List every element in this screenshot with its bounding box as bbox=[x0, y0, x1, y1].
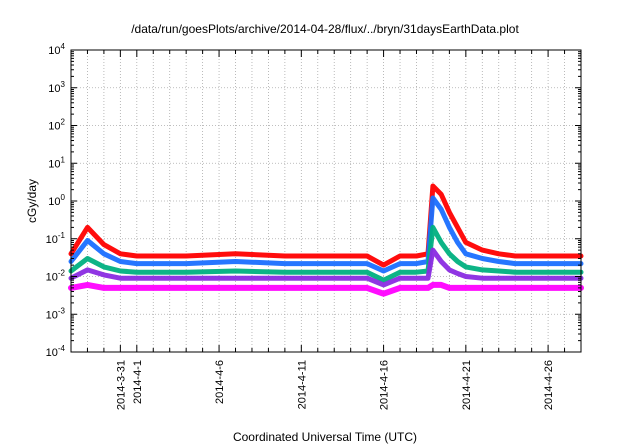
x-tick-label: 2014-4-26 bbox=[543, 360, 555, 410]
y-tick-label: 10-4 bbox=[46, 344, 66, 359]
y-tick-label: 10-2 bbox=[46, 269, 66, 284]
series-line-1 bbox=[68, 183, 584, 268]
series-line-5 bbox=[68, 281, 584, 297]
y-axis-label: cGy/day bbox=[25, 179, 39, 223]
x-tick-label: 2014-4-21 bbox=[461, 360, 473, 410]
x-axis: 2014-3-31 2014-4-1 2014-4-6 2014-4-11 2014-4… bbox=[86, 50, 582, 410]
y-axis: 10-4 10-3 10-2 10-1 100 101 102 103 104 bbox=[46, 42, 581, 359]
y-tick-label: 104 bbox=[48, 42, 65, 57]
series-layer bbox=[68, 183, 584, 297]
grid bbox=[71, 50, 581, 352]
y-tick-label: 103 bbox=[48, 80, 65, 95]
x-tick-label: 2014-4-1 bbox=[132, 360, 144, 404]
y-tick-label: 101 bbox=[48, 155, 65, 170]
x-tick-label: 2014-4-6 bbox=[214, 360, 226, 404]
y-tick-label: 102 bbox=[48, 118, 65, 133]
x-tick-label: 2014-4-16 bbox=[379, 360, 391, 410]
x-tick-label: 2014-4-11 bbox=[296, 360, 308, 409]
series-line-4 bbox=[68, 247, 584, 288]
y-tick-label: 100 bbox=[48, 193, 65, 208]
x-axis-label: Coordinated Universal Time (UTC) bbox=[233, 430, 417, 444]
x-tick-label: 2014-3-31 bbox=[115, 360, 127, 410]
chart-title: /data/run/goesPlots/archive/2014-04-28/f… bbox=[131, 22, 519, 36]
series-line-3 bbox=[68, 224, 584, 283]
series-line-2 bbox=[68, 195, 584, 274]
y-tick-label: 10-3 bbox=[46, 306, 66, 321]
y-tick-label: 10-1 bbox=[46, 231, 66, 246]
